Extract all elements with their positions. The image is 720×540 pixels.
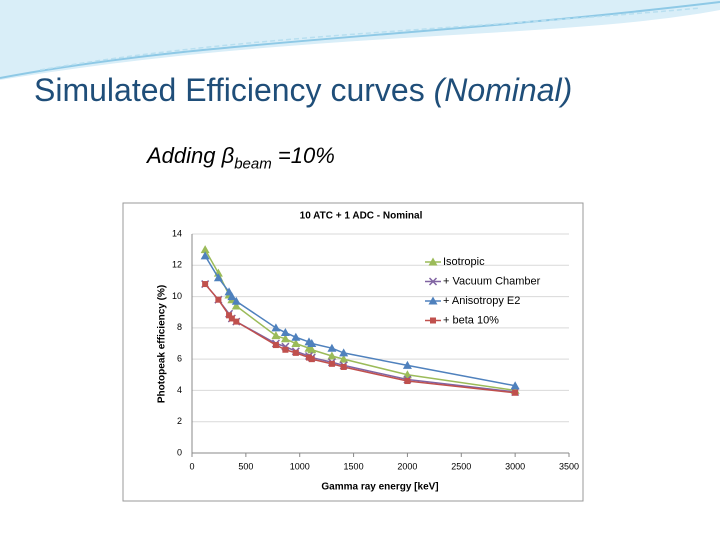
point — [340, 363, 347, 370]
point — [291, 332, 301, 341]
subtitle-text: Adding — [147, 143, 216, 168]
legend-label: + beta 10% — [443, 314, 499, 326]
y-tick-label: 0 — [177, 447, 182, 457]
point — [327, 343, 337, 352]
point — [233, 318, 240, 325]
x-tick-label: 3000 — [505, 461, 525, 471]
title-italic: (Nominal) — [433, 72, 573, 108]
x-tick-label: 1500 — [344, 461, 364, 471]
point — [271, 323, 281, 332]
point — [231, 301, 241, 310]
point — [402, 360, 412, 369]
point — [280, 328, 290, 337]
point — [272, 342, 279, 349]
point — [280, 334, 290, 343]
point — [307, 345, 317, 354]
point — [215, 296, 222, 303]
wave-line — [0, 1, 720, 79]
x-tick-label: 500 — [238, 461, 253, 471]
x-tick-label: 3500 — [559, 461, 579, 471]
point — [339, 348, 349, 357]
slide-subtitle: Adding βbeam =10% — [147, 143, 335, 172]
subtitle-text: =10% — [277, 143, 335, 168]
y-tick-label: 14 — [172, 228, 182, 238]
point — [328, 360, 335, 367]
legend-label: Isotropic — [443, 256, 485, 268]
slide-title: Simulated Efficiency curves (Nominal) — [34, 72, 572, 109]
point — [428, 257, 438, 266]
point — [213, 273, 223, 282]
x-tick-label: 2500 — [451, 461, 471, 471]
point — [308, 356, 315, 363]
chart-title: 10 ATC + 1 ADC - Nominal — [300, 211, 423, 222]
point — [339, 354, 349, 363]
y-tick-label: 8 — [177, 322, 182, 332]
y-tick-label: 2 — [177, 416, 182, 426]
header-wave — [0, 0, 720, 80]
point — [292, 349, 299, 356]
legend-label: + Vacuum Chamber — [443, 275, 541, 287]
wave-line — [39, 7, 701, 71]
subscript: beam — [234, 155, 272, 173]
x-axis-label: Gamma ray energy [keV] — [321, 482, 438, 493]
y-tick-label: 12 — [172, 260, 182, 270]
legend-label: + Anisotropy E2 — [443, 295, 520, 307]
point — [307, 339, 317, 347]
point — [512, 389, 519, 396]
point — [327, 351, 337, 360]
point — [428, 277, 438, 286]
point — [231, 296, 241, 305]
point — [202, 281, 209, 288]
point — [510, 381, 520, 390]
point — [404, 378, 411, 385]
point — [291, 339, 301, 347]
y-tick-label: 6 — [177, 354, 182, 364]
y-tick-label: 4 — [177, 385, 182, 395]
point — [226, 312, 233, 319]
point — [428, 296, 438, 305]
title-text: Simulated Efficiency curves — [34, 72, 425, 108]
point — [227, 292, 237, 301]
x-tick-label: 0 — [189, 461, 194, 471]
beta-symbol: β — [221, 143, 235, 168]
point — [282, 346, 289, 353]
y-axis-label: Photopeak efficiency (%) — [157, 285, 168, 403]
point — [430, 317, 436, 324]
point — [200, 245, 210, 254]
x-tick-label: 2000 — [397, 461, 417, 471]
x-tick-label: 1000 — [290, 461, 310, 471]
point — [271, 331, 281, 340]
chart-frame — [122, 202, 584, 502]
point — [228, 315, 235, 322]
y-tick-label: 10 — [172, 291, 182, 301]
point — [200, 251, 210, 260]
